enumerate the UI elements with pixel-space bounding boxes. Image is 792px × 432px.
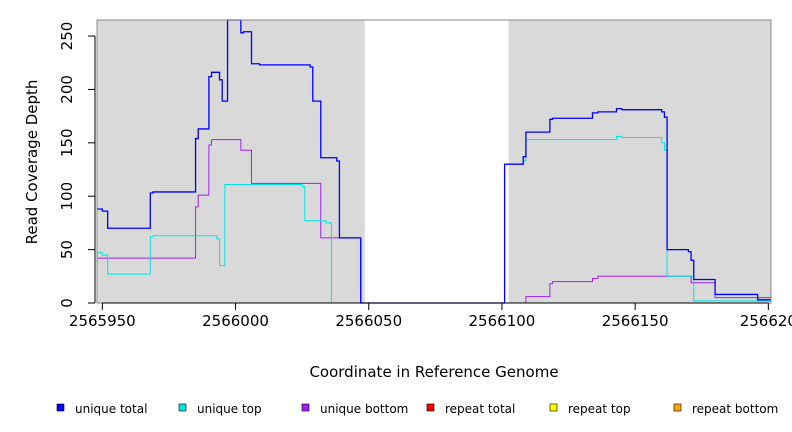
y-axis: 0 50 100 150 200 250 bbox=[58, 22, 96, 308]
legend-item-repeat-top: repeat top bbox=[549, 402, 631, 416]
y-axis-title: Read Coverage Depth bbox=[23, 80, 41, 245]
legend-label: repeat top bbox=[568, 402, 631, 416]
legend-swatch bbox=[673, 403, 682, 412]
legend-label: unique top bbox=[197, 402, 262, 416]
legend-swatch bbox=[426, 403, 435, 412]
x-tick-label: 256620 bbox=[740, 312, 792, 330]
y-tick-label: 150 bbox=[58, 128, 76, 157]
x-tick-label: 2565950 bbox=[69, 312, 136, 330]
legend: unique total unique top unique bottom repea… bbox=[56, 402, 778, 416]
shaded-region-1 bbox=[97, 20, 365, 303]
series-line-unique-top bbox=[97, 135, 771, 304]
legend-label: unique total bbox=[75, 402, 147, 416]
shaded-regions bbox=[97, 20, 771, 303]
legend-swatch bbox=[56, 403, 65, 412]
y-tick-label: 250 bbox=[58, 22, 76, 51]
x-axis-title: Coordinate in Reference Genome bbox=[309, 363, 558, 381]
legend-swatch bbox=[178, 403, 187, 412]
x-tick-label: 2566000 bbox=[202, 312, 269, 330]
shaded-region-2 bbox=[508, 20, 771, 303]
legend-swatch bbox=[549, 403, 558, 412]
y-tick-label: 200 bbox=[58, 75, 76, 104]
y-tick-label: 50 bbox=[58, 240, 76, 259]
y-tick-label: 100 bbox=[58, 182, 76, 211]
y-tick-label: 0 bbox=[58, 298, 76, 308]
legend-swatch bbox=[301, 403, 310, 412]
x-tick-label: 2566050 bbox=[335, 312, 402, 330]
legend-item-unique-bottom: unique bottom bbox=[301, 402, 408, 416]
legend-label: repeat total bbox=[445, 402, 515, 416]
legend-label: repeat bottom bbox=[692, 402, 778, 416]
x-tick-label: 2566100 bbox=[469, 312, 536, 330]
legend-item-unique-total: unique total bbox=[56, 402, 147, 416]
x-tick-label: 2566150 bbox=[602, 312, 669, 330]
series-line-unique-total bbox=[97, 19, 771, 304]
legend-item-repeat-total: repeat total bbox=[426, 402, 515, 416]
x-axis: 2565950 2566000 2566050 2566100 2566150 25662… bbox=[69, 302, 792, 330]
legend-item-unique-top: unique top bbox=[178, 402, 262, 416]
legend-item-repeat-bottom: repeat bottom bbox=[673, 402, 778, 416]
legend-label: unique bottom bbox=[320, 402, 408, 416]
